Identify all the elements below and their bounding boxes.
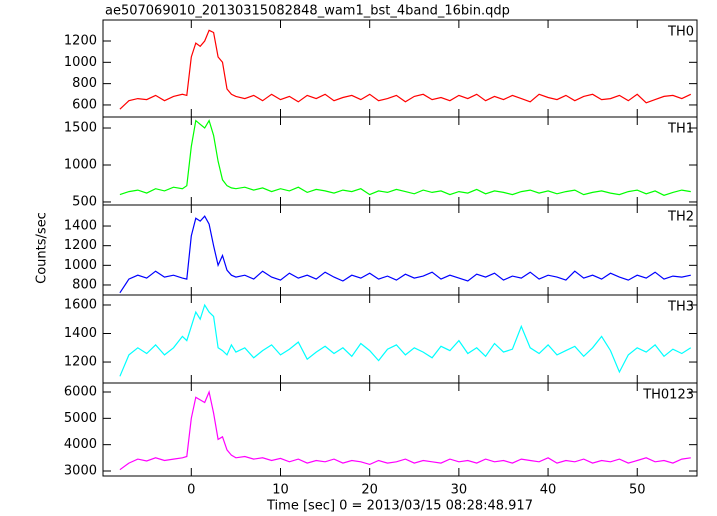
- panel-frame: [102, 204, 698, 296]
- y-tick-label: 1000: [64, 258, 97, 273]
- x-tick-label: 50: [629, 483, 646, 498]
- y-tick-label: 1200: [64, 33, 97, 48]
- panel-frame: [102, 294, 698, 384]
- y-tick-label: 600: [72, 97, 97, 112]
- data-line: [119, 215, 691, 294]
- y-tick-label: 1000: [64, 55, 97, 70]
- y-tick-label: 800: [72, 277, 97, 292]
- y-tick-label: 5000: [64, 411, 97, 426]
- data-line: [119, 303, 692, 377]
- y-tick-label: 1000: [64, 157, 97, 172]
- y-tick-label: 1200: [64, 355, 97, 370]
- panel-label: TH2: [667, 210, 694, 225]
- panel-frame: [102, 116, 698, 206]
- x-tick-label: 20: [361, 483, 378, 498]
- y-tick-label: 800: [72, 76, 97, 91]
- chart-title: ae507069010_20130315082848_wam1_bst_4ban…: [105, 4, 510, 19]
- x-tick-label: 30: [451, 483, 468, 498]
- x-axis-label: Time [sec] 0 = 2013/03/15 08:28:48.917: [266, 499, 533, 514]
- y-tick-label: 1500: [64, 121, 97, 136]
- y-tick-label: 500: [72, 194, 97, 209]
- y-tick-label: 1200: [64, 238, 97, 253]
- panel-frame: [102, 382, 698, 477]
- panel-label: TH0: [667, 25, 694, 40]
- x-tick-label: 0: [187, 483, 195, 498]
- data-line: [119, 390, 691, 471]
- panel-label: TH3: [667, 300, 694, 315]
- y-tick-label: 4000: [64, 437, 97, 452]
- y-tick-label: 3000: [64, 463, 97, 478]
- data-line: [119, 29, 692, 110]
- data-line: [119, 119, 691, 196]
- panel-label: TH0123: [642, 388, 694, 403]
- y-tick-label: 1400: [64, 219, 97, 234]
- x-tick-label: 10: [272, 483, 289, 498]
- y-tick-label: 6000: [64, 385, 97, 400]
- y-tick-label: 1600: [64, 297, 97, 312]
- y-axis-label: Counts/sec: [35, 212, 50, 284]
- panel-frame: [102, 19, 698, 118]
- y-tick-label: 1400: [64, 326, 97, 341]
- x-tick-label: 40: [540, 483, 557, 498]
- panel-label: TH1: [667, 122, 694, 137]
